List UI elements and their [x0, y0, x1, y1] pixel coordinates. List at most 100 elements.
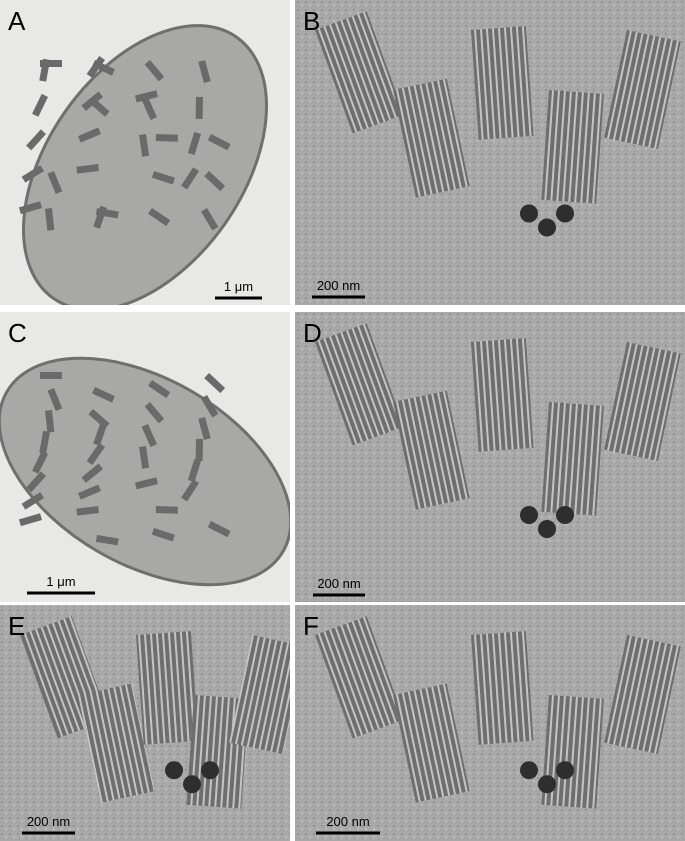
chloroplast	[22, 24, 268, 305]
granum	[148, 379, 171, 399]
granum	[195, 438, 203, 461]
plastoglobule	[520, 204, 538, 223]
plastoglobule	[538, 218, 556, 237]
granum	[139, 446, 150, 469]
panel-label: E	[8, 611, 25, 641]
granum	[187, 458, 202, 483]
granum	[471, 338, 534, 452]
granum	[78, 484, 101, 500]
granum	[134, 477, 159, 490]
granum	[207, 134, 231, 151]
scale-bar-label: 200 nm	[27, 814, 70, 829]
granum	[151, 171, 175, 185]
plastoglobule	[520, 506, 538, 524]
granum	[151, 528, 175, 542]
panel: F 200 nm	[295, 605, 685, 841]
granum	[471, 631, 534, 745]
granum	[187, 131, 202, 156]
scale-bar-label: 200 nm	[326, 814, 369, 829]
panel: D 200 nm	[295, 312, 685, 602]
granum	[541, 402, 604, 516]
granum	[207, 521, 231, 538]
panel: E 200 nm	[0, 605, 290, 841]
panel-label: C	[8, 318, 27, 348]
granum	[40, 60, 62, 67]
panel-label: F	[303, 611, 319, 641]
granum	[78, 127, 101, 143]
granum	[21, 165, 44, 183]
panel-image	[0, 605, 290, 841]
plastoglobule	[201, 761, 219, 780]
granum	[93, 422, 108, 446]
panel-label: A	[8, 6, 26, 36]
granum	[204, 373, 226, 394]
granum	[39, 430, 50, 454]
granum	[604, 30, 681, 150]
granum	[40, 372, 62, 379]
granum	[88, 409, 110, 429]
granum	[141, 424, 157, 447]
scale-bar-label: 200 nm	[317, 278, 360, 293]
granum	[198, 417, 211, 441]
granum	[86, 55, 105, 79]
granum	[81, 463, 103, 483]
granum	[18, 513, 43, 527]
granum	[45, 410, 55, 433]
granum	[229, 635, 290, 755]
scale-bar-label: 1 μm	[224, 279, 253, 294]
granum	[604, 341, 681, 462]
granum	[93, 205, 107, 229]
granum	[393, 683, 470, 803]
granum	[139, 134, 150, 157]
granum	[155, 505, 178, 514]
granum	[32, 450, 49, 474]
granum	[200, 395, 219, 418]
panel-image	[295, 0, 685, 305]
panel: B 200 nm	[295, 0, 685, 305]
granum	[181, 479, 200, 502]
granum	[76, 506, 99, 516]
plastoglobule	[165, 761, 183, 780]
granum	[26, 471, 46, 493]
granum	[181, 167, 200, 190]
granum	[92, 387, 115, 403]
granum	[144, 60, 165, 82]
granum	[18, 201, 43, 215]
granum	[47, 388, 63, 412]
granum	[134, 90, 159, 103]
panel-image	[0, 312, 290, 602]
granum	[471, 26, 534, 140]
panel: A 1 μm	[0, 0, 290, 305]
scale-bar-label: 1 μm	[46, 574, 75, 589]
panel-label: D	[303, 318, 322, 348]
granum	[314, 11, 405, 134]
plastoglobule	[556, 506, 574, 524]
granum	[78, 683, 155, 803]
granum	[204, 170, 226, 192]
panel-image	[0, 0, 290, 305]
granum	[200, 207, 219, 231]
granum	[541, 89, 604, 204]
granum	[47, 171, 63, 195]
granum	[148, 208, 171, 227]
panel-image	[295, 312, 685, 602]
granum	[21, 492, 44, 510]
granum	[39, 58, 50, 82]
granum	[26, 129, 46, 151]
granum	[32, 93, 48, 117]
granum	[393, 78, 470, 198]
plastoglobule	[556, 761, 574, 780]
plastoglobule	[556, 204, 574, 223]
granum	[195, 96, 203, 119]
granum	[155, 134, 178, 142]
plastoglobule	[538, 520, 556, 538]
granum	[45, 208, 55, 231]
granum	[604, 635, 681, 755]
granum	[141, 97, 157, 120]
granum	[315, 323, 405, 446]
panel-label: B	[303, 6, 320, 36]
granum	[76, 164, 99, 174]
granum	[393, 390, 470, 510]
granum	[81, 91, 103, 111]
